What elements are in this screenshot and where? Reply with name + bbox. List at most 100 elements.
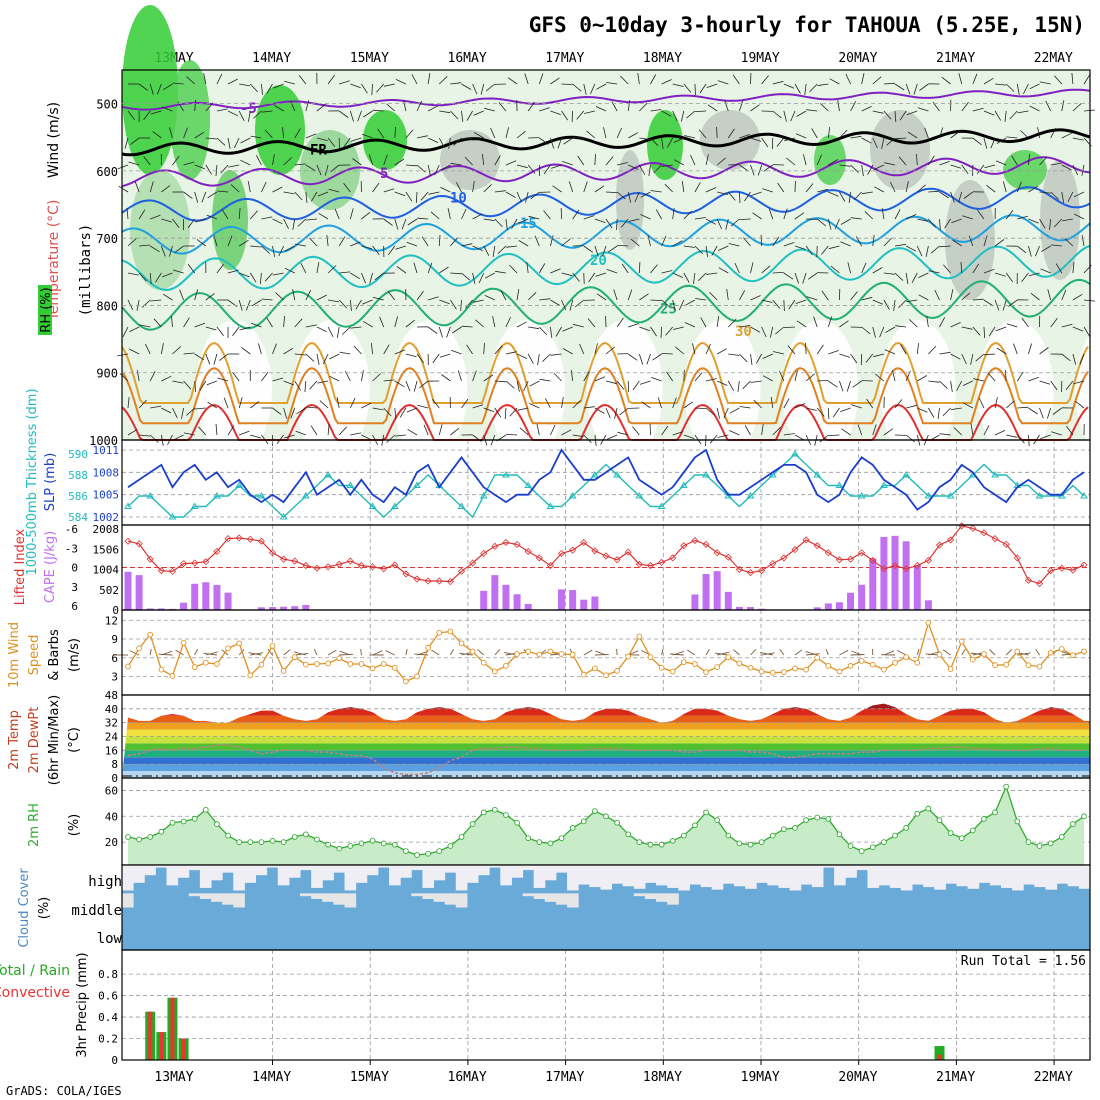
wind-barb bbox=[1039, 81, 1051, 85]
wind-barb bbox=[970, 353, 974, 365]
wind-barb bbox=[1064, 238, 1074, 247]
wind-barb bbox=[372, 296, 384, 301]
pressure-tick-label: 900 bbox=[96, 367, 118, 381]
wind-barb bbox=[305, 100, 310, 112]
wind-barb bbox=[630, 238, 640, 247]
wind-barb-10m bbox=[1005, 649, 1013, 656]
wind-barb bbox=[542, 353, 551, 362]
wind-barb bbox=[446, 326, 451, 338]
rh-point bbox=[491, 806, 498, 813]
rh-point bbox=[447, 843, 454, 849]
wind-barb bbox=[628, 218, 640, 222]
wind-barb bbox=[1002, 181, 1007, 193]
thickness-point bbox=[924, 492, 933, 499]
rh-point bbox=[1081, 813, 1087, 820]
top-date-label: 20MAY bbox=[838, 51, 877, 66]
wind-barb bbox=[416, 290, 424, 301]
cloud-high-gap bbox=[1000, 865, 1013, 888]
wind-barb bbox=[872, 424, 877, 436]
wind-barb bbox=[917, 107, 929, 112]
lifted-index-point bbox=[635, 560, 643, 568]
cape-bar bbox=[502, 584, 510, 610]
wind-speed-point bbox=[1014, 648, 1021, 655]
wind-speed-point bbox=[847, 663, 854, 669]
wind-speed-point bbox=[914, 659, 921, 666]
wind-barb bbox=[617, 431, 629, 436]
wind-barb bbox=[951, 218, 962, 224]
dry-layer-region bbox=[684, 320, 761, 460]
wind-barb bbox=[450, 272, 462, 275]
wind-barb bbox=[894, 110, 897, 123]
cape-bar bbox=[847, 592, 855, 610]
wind-barb bbox=[918, 294, 929, 301]
lifted-index-point bbox=[1080, 561, 1088, 569]
wind-barb bbox=[350, 137, 362, 142]
wind-barb bbox=[149, 272, 152, 285]
wind-barb bbox=[834, 218, 840, 230]
wind-speed-point bbox=[147, 631, 154, 638]
wind-barb-10m bbox=[733, 649, 740, 656]
wind-barb bbox=[162, 293, 173, 301]
wind-barb bbox=[217, 377, 229, 382]
rh-label: RH (%) bbox=[39, 287, 54, 332]
cloud-label: Cloud Cover bbox=[17, 868, 32, 948]
thickness-point bbox=[902, 471, 911, 478]
wind-barb bbox=[620, 75, 629, 85]
rh-point bbox=[981, 816, 987, 822]
wind-barb bbox=[775, 326, 785, 335]
wind-barb bbox=[1047, 407, 1052, 419]
wind-barb bbox=[264, 129, 273, 139]
wind-barb-10m bbox=[205, 651, 218, 656]
cape-bar bbox=[924, 600, 932, 610]
wind-barb bbox=[122, 326, 129, 337]
cloud-high-gap bbox=[722, 865, 735, 884]
wind-speed-point bbox=[336, 655, 343, 662]
rh-shading-blob bbox=[870, 110, 930, 190]
rh-point bbox=[358, 840, 365, 847]
cape-tick-label: 1004 bbox=[93, 564, 120, 577]
wind-barb bbox=[732, 74, 740, 85]
wind-barb bbox=[647, 235, 651, 247]
wind-barb bbox=[950, 353, 961, 360]
cloud-high-gap bbox=[322, 865, 334, 881]
wind-barb bbox=[434, 164, 440, 176]
wind-barb bbox=[634, 191, 640, 203]
wind-barb bbox=[616, 218, 618, 231]
wind-barb bbox=[1005, 210, 1014, 220]
wind-barb bbox=[466, 344, 473, 355]
lifted-index-point bbox=[268, 549, 277, 557]
wind-barb bbox=[466, 110, 473, 121]
wind-barb bbox=[405, 319, 415, 328]
bottom-date-label: 15MAY bbox=[350, 1070, 389, 1085]
wind-barb bbox=[383, 344, 390, 355]
wind-barb bbox=[472, 213, 483, 220]
wind-barb bbox=[475, 319, 484, 328]
wind-speed-point bbox=[958, 638, 965, 645]
wind-barb bbox=[516, 191, 522, 203]
wind-barb bbox=[172, 269, 184, 274]
wind-barb bbox=[406, 407, 418, 413]
wind-barb bbox=[744, 425, 751, 436]
wind-barb bbox=[651, 377, 662, 382]
wind-barb bbox=[327, 265, 337, 274]
wind-barb bbox=[543, 164, 551, 175]
wind-barb bbox=[1050, 162, 1062, 166]
wind-barb bbox=[950, 322, 961, 328]
temp-color-band bbox=[122, 715, 1090, 723]
wind-barb bbox=[950, 380, 953, 392]
bottom-date-axis: 13MAY 14MAY 15MAY 16MAY 17MAY 18MAY 19MAY 20MAY… bbox=[154, 1060, 1073, 1085]
wind-barb bbox=[205, 293, 215, 301]
wind-speed-point bbox=[325, 660, 331, 667]
lifted-index-point bbox=[213, 547, 221, 556]
wind-barb bbox=[272, 245, 275, 257]
wind-barb bbox=[616, 380, 625, 390]
wind-barb bbox=[383, 188, 395, 193]
wind-barb bbox=[179, 289, 184, 301]
cloud-high-gap bbox=[867, 865, 880, 888]
wind-speed-point bbox=[692, 661, 698, 667]
lifted-index-point bbox=[680, 542, 688, 550]
wind-barb bbox=[861, 326, 871, 335]
wind-barb bbox=[805, 245, 813, 256]
wind-barb bbox=[683, 83, 692, 93]
temp-tick-label: 32 bbox=[105, 717, 118, 730]
